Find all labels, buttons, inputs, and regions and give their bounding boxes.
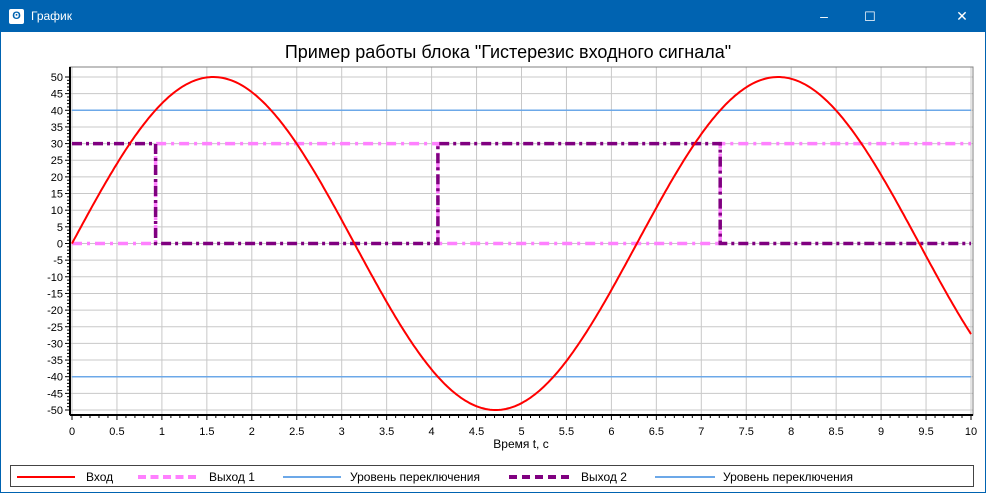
x-tick-label: 4.5 [469, 426, 484, 438]
y-tick-label: -40 [47, 372, 63, 384]
x-tick-label: 1.5 [199, 426, 214, 438]
x-tick-label: 2 [249, 426, 255, 438]
y-tick-label: 0 [57, 238, 63, 250]
y-tick-label: -45 [47, 388, 63, 400]
legend-label: Уровень переключения [350, 470, 480, 484]
y-tick-label: -20 [47, 305, 63, 317]
x-tick-label: 3 [339, 426, 345, 438]
y-tick-label: 45 [51, 89, 63, 101]
x-tick-label: 4 [429, 426, 435, 438]
y-tick-label: 40 [51, 105, 63, 117]
y-tick-label: -5 [53, 255, 63, 267]
series-line-0 [71, 76, 972, 411]
x-tick-label: 1 [159, 426, 165, 438]
y-tick-label: -10 [47, 272, 63, 284]
y-tick-label: 30 [51, 139, 63, 151]
legend-label: Выход 2 [581, 470, 627, 484]
y-tick-label: 50 [51, 72, 63, 84]
x-axis-label: Время t, с [493, 437, 548, 451]
x-tick-label: 0.5 [109, 426, 124, 438]
x-tick-label: 9 [878, 426, 884, 438]
x-tick-label: 7 [698, 426, 704, 438]
x-tick-label: 10 [965, 426, 977, 438]
x-tick-label: 9.5 [918, 426, 933, 438]
y-tick-label: -30 [47, 338, 63, 350]
y-tick-label: 25 [51, 155, 63, 167]
series-line-1 [72, 141, 971, 246]
legend-swatch [138, 475, 196, 479]
legend-label: Выход 1 [209, 470, 255, 484]
x-tick-label: 2.5 [289, 426, 304, 438]
close-button[interactable]: ✕ [956, 8, 968, 24]
legend-swatch [283, 476, 341, 478]
legend-label: Уровень переключения [723, 470, 853, 484]
chart-title: Пример работы блока "Гистерезис входного… [285, 42, 731, 62]
y-tick-label: 15 [51, 189, 63, 201]
x-tick-label: 3.5 [379, 426, 394, 438]
app-logo-icon: ʘ [9, 9, 24, 24]
x-tick-label: 6.5 [649, 426, 664, 438]
y-tick-label: 20 [51, 172, 63, 184]
y-tick-label: 10 [51, 205, 63, 217]
series-line-3 [72, 141, 971, 246]
maximize-button[interactable]: ☐ [864, 9, 876, 24]
x-tick-label: 6 [608, 426, 614, 438]
legend-label: Вход [86, 470, 114, 484]
chart-legend: Вход Выход 1 Уровень переключения Выход 2 Ур… [10, 465, 974, 487]
y-tick-label: -25 [47, 322, 63, 334]
window-title: График [31, 9, 72, 23]
legend-swatch [17, 476, 75, 478]
chart-plot: Пример работы блока "Гистерезис входного… [47, 42, 977, 451]
x-tick-label: 8.5 [829, 426, 844, 438]
y-tick-label: -35 [47, 355, 63, 367]
y-tick-label: 35 [51, 122, 63, 134]
legend-swatch [509, 475, 569, 479]
x-tick-label: 7.5 [739, 426, 754, 438]
x-tick-label: 0 [69, 426, 75, 438]
title-bar: ʘ График – ☐ ✕ [1, 1, 985, 32]
x-tick-label: 8 [788, 426, 794, 438]
y-tick-label: -15 [47, 288, 63, 300]
x-tick-label: 5.5 [559, 426, 574, 438]
x-tick-label: 5 [518, 426, 524, 438]
legend-swatch [655, 476, 715, 478]
y-tick-label: -50 [47, 405, 63, 417]
minimize-button[interactable]: – [820, 8, 828, 24]
y-tick-label: 5 [57, 222, 63, 234]
